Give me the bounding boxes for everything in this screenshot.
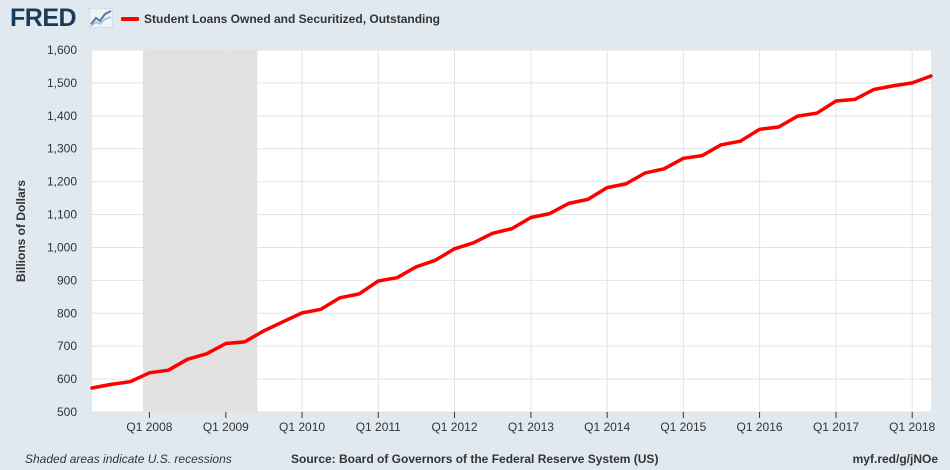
series-layer — [90, 74, 933, 390]
grid — [92, 49, 931, 413]
x-tick-label: Q1 2011 — [356, 420, 401, 434]
x-tick-label: Q1 2013 — [508, 420, 554, 434]
y-tick-label: 1,000 — [47, 240, 77, 254]
x-tick-label: Q1 2009 — [203, 420, 249, 434]
y-tick-label: 600 — [57, 372, 77, 386]
y-tick-label: 1,100 — [47, 208, 77, 222]
legend-swatch — [121, 17, 139, 21]
fred-chart-icon — [89, 8, 113, 28]
x-tick-label: Q1 2010 — [279, 420, 325, 434]
y-tick-label: 800 — [57, 306, 77, 320]
x-tick-label: Q1 2018 — [889, 420, 935, 434]
y-tick-label: 500 — [57, 405, 77, 419]
x-tick-label: Q1 2015 — [660, 420, 706, 434]
y-tick-label: 700 — [57, 339, 77, 353]
x-tick-label: Q1 2017 — [813, 420, 859, 434]
x-tick-label: Q1 2008 — [126, 420, 172, 434]
recession-note: Shaded areas indicate U.S. recessions — [25, 452, 232, 466]
y-axis-label: Billions of Dollars — [14, 180, 28, 282]
y-tick-label: 1,600 — [47, 43, 77, 57]
y-tick-label: 1,500 — [47, 76, 77, 90]
y-axis-ticks: 500 600 700 800 900 1,000 1,100 1,200 1,300 1,400… — [47, 43, 77, 419]
x-tick-label: Q1 2014 — [584, 420, 630, 434]
series-line — [90, 74, 933, 390]
recession-band — [142, 50, 258, 412]
chart-header: FRED Student Loans Owned and Securitized… — [0, 0, 950, 40]
x-axis-ticks: Q1 2008 Q1 2009 Q1 2010 Q1 2011 Q1 2012 Q1 20… — [126, 412, 936, 434]
short-link[interactable]: myf.red/g/jNOe — [852, 452, 938, 466]
y-tick-label: 900 — [57, 273, 77, 287]
chart-footer: Shaded areas indicate U.S. recessions So… — [0, 450, 950, 470]
legend: Student Loans Owned and Securitized, Out… — [121, 12, 440, 26]
x-tick-label: Q1 2016 — [737, 420, 783, 434]
x-tick-label: Q1 2012 — [431, 420, 477, 434]
recession-shading — [142, 50, 258, 412]
source-text: Source: Board of Governors of the Federa… — [291, 452, 659, 466]
y-tick-label: 1,300 — [47, 142, 77, 156]
legend-label: Student Loans Owned and Securitized, Out… — [144, 12, 441, 26]
y-tick-label: 1,400 — [47, 109, 77, 123]
fred-logo[interactable]: FRED — [10, 4, 77, 32]
line-chart: 500 600 700 800 900 1,000 1,100 1,200 1,300 1,400… — [14, 43, 936, 434]
y-tick-label: 1,200 — [47, 175, 77, 189]
